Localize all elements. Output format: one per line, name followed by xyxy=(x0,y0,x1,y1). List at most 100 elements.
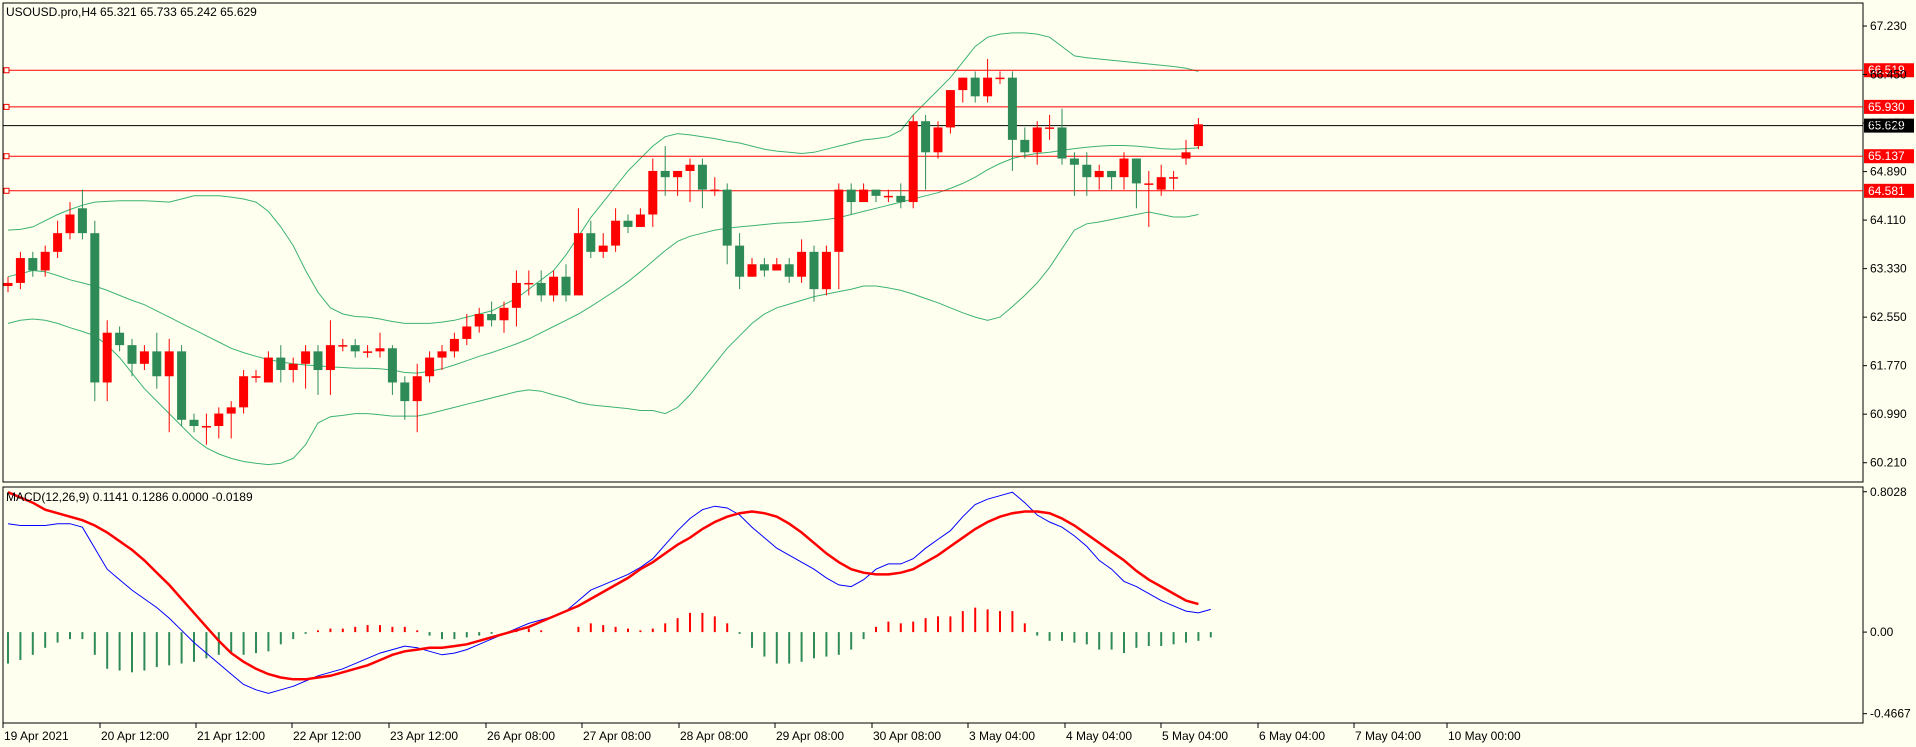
candle-body xyxy=(65,214,75,234)
candle-body xyxy=(1007,77,1017,140)
bollinger-bands xyxy=(7,32,1199,466)
level-price-box xyxy=(1864,183,1914,198)
candle-body xyxy=(611,220,621,246)
level-price-label: 65.137 xyxy=(1868,149,1905,163)
level-price-box xyxy=(1864,63,1914,78)
level-price-box xyxy=(1864,149,1914,164)
candle-body xyxy=(325,345,335,371)
macd-indicator xyxy=(7,491,1212,694)
candle-body xyxy=(846,189,856,203)
candle-body xyxy=(288,363,298,371)
candle-body xyxy=(735,245,745,277)
price-tick-label: 60.210 xyxy=(1870,456,1907,470)
candle-body xyxy=(598,245,608,252)
candle-body xyxy=(970,77,980,97)
candle-body xyxy=(921,121,931,153)
level-price-box xyxy=(1864,99,1914,114)
candle-body xyxy=(710,189,720,192)
macd-tick-label: 0.8028 xyxy=(1870,485,1907,499)
candle-body xyxy=(338,345,348,347)
candle-body xyxy=(15,258,25,283)
candle-body xyxy=(896,195,906,203)
candle-body xyxy=(747,264,757,277)
macd-tick-label: -0.4667 xyxy=(1870,707,1911,721)
candle-body xyxy=(449,338,459,352)
candle-body xyxy=(1045,127,1055,129)
level-price-label: 66.519 xyxy=(1868,63,1905,77)
price-axis: 66.519 65.930 65.137 64.581 65.629 67.230 66.4… xyxy=(1863,19,1914,470)
candle-body xyxy=(809,251,819,290)
candle-body xyxy=(573,233,583,296)
candle-body xyxy=(127,345,137,364)
candle-body xyxy=(1156,177,1166,190)
band-middle xyxy=(7,145,1199,374)
candle-body xyxy=(983,77,993,97)
candle-body xyxy=(561,276,571,296)
candle-body xyxy=(859,189,869,203)
candle-body xyxy=(549,276,559,296)
level-marker xyxy=(3,187,10,194)
candle-body xyxy=(90,233,100,383)
band-lower xyxy=(7,211,1199,466)
time-tick-label: 10 May 00:00 xyxy=(1448,729,1521,743)
candle-body xyxy=(3,282,13,287)
candle-body xyxy=(437,351,447,358)
candle-body xyxy=(400,382,410,402)
candle-body xyxy=(177,351,187,420)
candle-body xyxy=(623,220,633,227)
candle-body xyxy=(958,77,968,91)
main-chart-frame xyxy=(2,2,1864,483)
price-tick-label: 61.770 xyxy=(1870,359,1907,373)
candle-body xyxy=(871,189,881,196)
candle-body xyxy=(462,326,472,339)
price-tick-label: 66.450 xyxy=(1870,68,1907,82)
price-tick-label: 64.110 xyxy=(1870,213,1906,227)
candle-body xyxy=(536,282,546,296)
price-tick-label: 67.230 xyxy=(1870,19,1907,33)
candle-body xyxy=(648,170,658,215)
macd-signal-line xyxy=(7,491,1199,681)
candle-body xyxy=(139,351,149,364)
candle-body xyxy=(77,208,87,234)
candle-body xyxy=(797,251,807,277)
candle-body xyxy=(313,351,323,371)
candle-body xyxy=(239,376,249,408)
candle-body xyxy=(759,264,769,271)
candle-body xyxy=(1069,158,1079,165)
candle-body xyxy=(387,348,397,383)
candle-body xyxy=(685,164,695,171)
time-tick-label: 27 Apr 08:00 xyxy=(583,729,651,743)
candle-body xyxy=(28,258,38,271)
candle-body xyxy=(945,90,955,128)
candle-body xyxy=(487,314,497,321)
candle-body xyxy=(350,345,360,352)
candle-body xyxy=(1094,170,1104,178)
price-tick-label: 65.670 xyxy=(1870,116,1907,130)
macd-main-line xyxy=(7,491,1211,694)
time-tick-label: 4 May 04:00 xyxy=(1066,729,1132,743)
price-tick-label: 60.990 xyxy=(1870,407,1907,421)
candle-body xyxy=(673,170,683,178)
current-price-box xyxy=(1864,118,1914,133)
price-tick-label: 64.890 xyxy=(1870,165,1907,179)
time-tick-label: 7 May 04:00 xyxy=(1355,729,1421,743)
time-tick-label: 3 May 04:00 xyxy=(969,729,1035,743)
candle-body xyxy=(772,264,782,271)
candle-body xyxy=(425,357,435,377)
candle-body xyxy=(697,164,707,190)
candle-body xyxy=(1057,127,1067,159)
candle-body xyxy=(115,332,125,346)
time-tick-label: 21 Apr 12:00 xyxy=(197,729,265,743)
candle-body xyxy=(1119,158,1129,178)
macd-tick-label: 0.00 xyxy=(1870,625,1894,639)
time-tick-label: 20 Apr 12:00 xyxy=(101,729,169,743)
candle-body xyxy=(152,351,162,377)
time-tick-label: 22 Apr 12:00 xyxy=(293,729,361,743)
time-tick-label: 29 Apr 08:00 xyxy=(776,729,844,743)
candle-body xyxy=(301,351,311,364)
candle-body xyxy=(1107,170,1117,178)
price-tick-label: 62.550 xyxy=(1870,310,1907,324)
time-tick-label: 5 May 04:00 xyxy=(1162,729,1228,743)
candle-body xyxy=(995,77,1005,80)
